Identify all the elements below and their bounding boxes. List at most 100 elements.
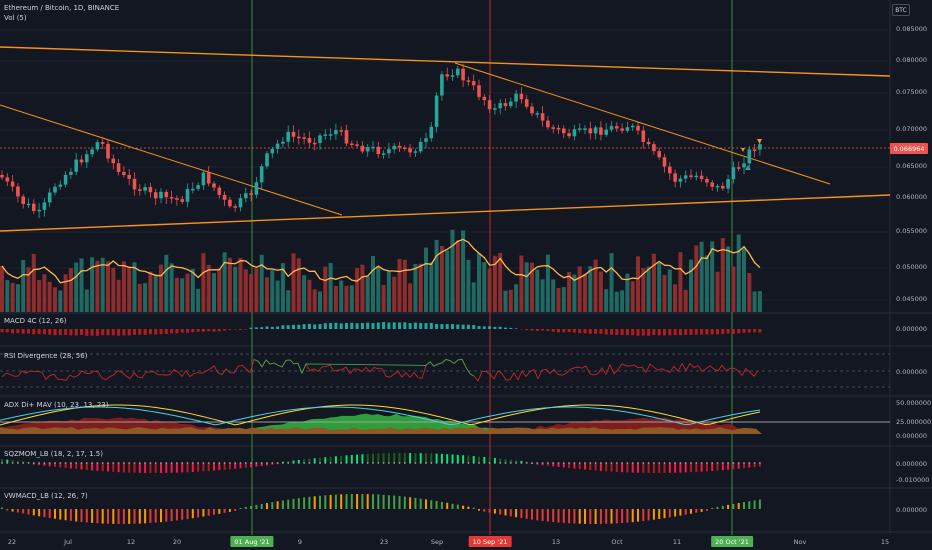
macd-bar: [594, 329, 598, 334]
sqzmom-dot: [531, 462, 533, 464]
macd-bar: [599, 329, 603, 334]
vwmacd-bar: [515, 509, 518, 518]
sqzmom-bar: [398, 453, 401, 463]
candle-body: [312, 142, 317, 145]
adx-axis-label: 25.000000: [896, 418, 932, 426]
sqzmom-dot: [684, 462, 687, 464]
sqzmom-bar: [138, 463, 141, 473]
volume-bar: [371, 256, 375, 312]
candle-body: [715, 185, 720, 188]
sqzmom-dot: [435, 462, 438, 464]
candle-body: [652, 144, 656, 152]
vwmacd-bar: [244, 506, 247, 509]
sqzmom-bar: [716, 463, 719, 471]
sqzmom-dot: [17, 462, 19, 464]
vwmacd-bar: [711, 507, 714, 509]
candle-body: [408, 148, 412, 153]
volume-bar: [604, 289, 609, 312]
time-axis-label: 11: [672, 538, 682, 546]
vwmacd-bar: [186, 509, 189, 520]
vwmacd-bar: [313, 496, 316, 509]
macd-title: MACD 4C (12, 26): [4, 317, 67, 325]
macd-bar: [58, 329, 62, 336]
vwmacd-bar: [621, 509, 624, 523]
sqzmom-dot: [329, 462, 332, 464]
vwmacd-bar: [377, 494, 380, 509]
macd-bar: [541, 329, 545, 331]
vwmacd-bar: [223, 509, 226, 513]
macd-bar: [551, 329, 555, 332]
date-highlight-oct: 20 Oct '21: [711, 536, 753, 547]
candle-body: [689, 175, 693, 177]
macd-bar: [297, 324, 301, 329]
candle-body: [540, 113, 545, 121]
volume-bar: [424, 247, 428, 312]
vwmacd-bar: [584, 509, 586, 524]
candle-body: [498, 103, 502, 109]
volume-bar: [0, 266, 4, 312]
sqzmom-bar: [340, 455, 343, 463]
volume-bar: [174, 277, 179, 312]
sqzmom-dot: [22, 462, 25, 464]
candle-body: [169, 197, 174, 199]
vwmacd-bar: [674, 509, 677, 517]
macd-bar: [477, 326, 481, 329]
vwmacd-bar: [32, 509, 35, 516]
candle-body: [440, 74, 444, 96]
candle-body: [673, 173, 677, 182]
volume-bar: [710, 241, 715, 312]
signal-marker: [745, 165, 751, 170]
vwmacd-bar: [573, 509, 576, 524]
sqzmom-dot: [266, 462, 268, 464]
candle-body: [461, 68, 465, 81]
vwmacd-bar: [732, 503, 735, 509]
sqzmom-bar: [175, 463, 178, 473]
macd-bar: [498, 326, 502, 329]
sqzmom-dot: [1, 462, 3, 464]
macd-bar: [753, 329, 757, 333]
candle-body: [535, 113, 540, 115]
candle-body: [609, 126, 614, 130]
macd-bar: [641, 329, 645, 336]
macd-bar: [710, 329, 714, 335]
macd-bar: [138, 329, 142, 335]
candle-body: [180, 199, 184, 202]
volume-bar: [206, 264, 211, 312]
sqzmom-bar: [377, 453, 380, 463]
vwmacd-bar: [372, 494, 374, 509]
sqzmom-dot: [610, 462, 613, 464]
sqzmom-bar: [202, 463, 205, 472]
macd-bar: [90, 329, 94, 336]
signal-marker: [757, 139, 762, 144]
sqzmom-dot: [107, 462, 109, 464]
currency-badge[interactable]: BTC: [892, 4, 910, 16]
candle-body: [365, 147, 370, 152]
vwmacd-bar: [16, 509, 19, 513]
sqzmom-dot: [229, 462, 231, 464]
candle-body: [567, 133, 571, 137]
vwmacd-bar: [504, 509, 507, 516]
candle-body: [244, 193, 248, 199]
vwmacd-bar: [626, 509, 629, 523]
sqzmom-dot: [456, 462, 459, 464]
sqzmom-bar: [356, 454, 359, 463]
sqzmom-dot: [213, 462, 215, 464]
price-axis-label: 0.075000: [896, 88, 928, 96]
sqzmom-dot: [260, 462, 263, 464]
macd-bar: [424, 323, 428, 329]
volume-bar: [461, 230, 466, 312]
vwmacd-bar: [652, 509, 655, 520]
candle-body: [90, 149, 94, 155]
candle-body: [265, 153, 269, 167]
vwmacd-bar: [160, 509, 162, 523]
volume-bar: [540, 279, 545, 312]
volume-bar: [323, 266, 328, 312]
candle-body: [429, 126, 434, 139]
sqzmom-dot: [133, 462, 136, 464]
sqzmom-dot: [223, 462, 226, 464]
macd-bar: [334, 322, 338, 329]
macd-bar: [466, 324, 470, 329]
volume-bar: [609, 253, 614, 312]
candle-body: [387, 149, 391, 154]
